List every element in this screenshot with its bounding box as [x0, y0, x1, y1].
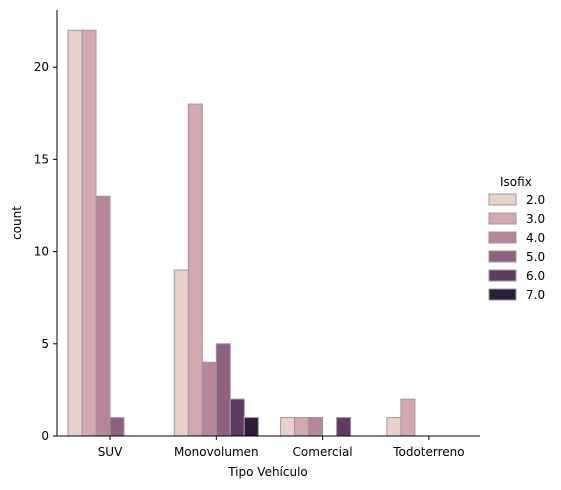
- legend-label: 2.0: [526, 193, 545, 207]
- bars-group: [67, 29, 416, 437]
- bar-monovolumen-isofix-6.0: [229, 398, 245, 437]
- bar-todoterreno-isofix-2.0: [386, 417, 402, 437]
- bar-monovolumen-isofix-2.0: [173, 269, 189, 437]
- legend-label: 4.0: [526, 231, 545, 245]
- bar-comercial-isofix-2.0: [280, 417, 296, 437]
- legend-label: 3.0: [526, 212, 545, 226]
- legend-swatch: [488, 212, 517, 225]
- legend-label: 5.0: [526, 250, 545, 264]
- bar-monovolumen-isofix-3.0: [187, 103, 203, 437]
- legend-swatch: [488, 269, 517, 282]
- legend-title: Isofix: [500, 175, 532, 189]
- y-tick-label: 20: [34, 60, 49, 74]
- y-tick-label: 10: [34, 245, 49, 259]
- legend: Isofix 2.0 3.0 4.0 5.0 6.0 7.0: [488, 175, 545, 302]
- bar-monovolumen-isofix-4.0: [201, 361, 217, 437]
- legend-swatch: [488, 193, 517, 206]
- x-tick-label: Monovolumen: [174, 445, 259, 459]
- y-ticks-group: 0 5 10 15 20: [34, 60, 57, 443]
- legend-swatch: [488, 250, 517, 263]
- bar-comercial-isofix-3.0: [294, 417, 310, 437]
- bar-monovolumen-isofix-5.0: [215, 343, 231, 437]
- axes-group: [56, 10, 480, 437]
- legend-label: 7.0: [526, 288, 545, 302]
- x-tick-label: Comercial: [293, 445, 353, 459]
- x-tick-label: SUV: [98, 445, 123, 459]
- bar-suv-isofix-5.0: [109, 417, 125, 437]
- bar-suv-isofix-2.0: [67, 29, 83, 437]
- bar-suv-isofix-4.0: [95, 195, 111, 437]
- y-tick-label: 5: [41, 337, 49, 351]
- legend-swatch: [488, 231, 517, 244]
- legend-swatch: [488, 288, 517, 301]
- x-ticks-group: SUV Monovolumen Comercial Todoterreno: [98, 436, 465, 459]
- bar-monovolumen-isofix-7.0: [243, 417, 259, 437]
- x-axis-title: Tipo Vehículo: [227, 465, 308, 479]
- bar-comercial-isofix-6.0: [336, 417, 352, 437]
- legend-label: 6.0: [526, 269, 545, 283]
- y-tick-label: 15: [34, 152, 49, 166]
- bar-todoterreno-isofix-3.0: [400, 398, 416, 437]
- bar-suv-isofix-3.0: [81, 29, 97, 437]
- y-axis-title: count: [10, 206, 24, 240]
- bar-comercial-isofix-4.0: [308, 417, 324, 437]
- x-tick-label: Todoterreno: [392, 445, 464, 459]
- y-tick-label: 0: [41, 429, 49, 443]
